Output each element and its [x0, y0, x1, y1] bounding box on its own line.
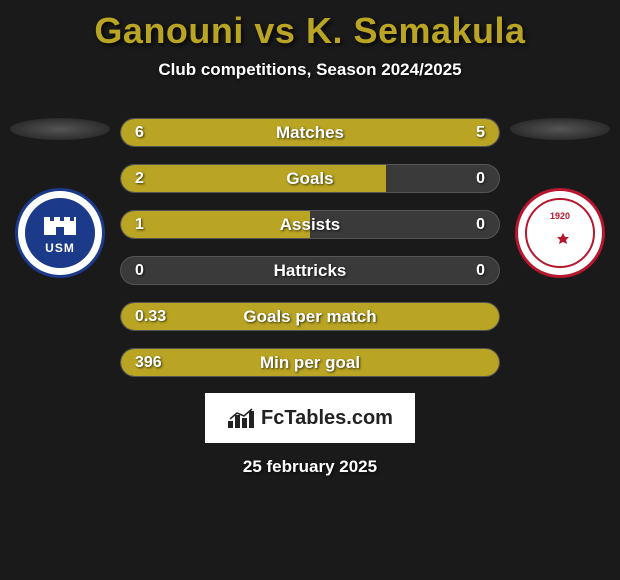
footer-brand-box: FcTables.com — [205, 393, 415, 443]
stat-row: Assists 1 0 — [120, 210, 500, 239]
stat-label: Matches — [276, 123, 344, 143]
bar-fill-right — [327, 119, 499, 146]
stat-value-left: 6 — [135, 124, 144, 142]
footer-brand-text: FcTables.com — [261, 407, 393, 430]
left-team-badge-inner: USM — [25, 198, 95, 268]
date-text: 25 february 2025 — [0, 457, 620, 477]
stat-label: Goals — [286, 169, 333, 189]
stat-row: Min per goal 396 — [120, 348, 500, 377]
stat-value-left: 0 — [135, 262, 144, 280]
bars-logo-icon — [227, 407, 255, 429]
stat-value-right: 5 — [476, 124, 485, 142]
stat-value-left: 0.33 — [135, 308, 166, 326]
stat-row: Goals per match 0.33 — [120, 302, 500, 331]
stat-value-right: 0 — [476, 262, 485, 280]
shadow-ellipse-icon — [10, 118, 110, 140]
left-team-name: USM — [45, 241, 75, 255]
stat-value-left: 1 — [135, 216, 144, 234]
bar-fill-left — [121, 165, 386, 192]
stat-value-right: 0 — [476, 170, 485, 188]
stat-label: Assists — [280, 215, 340, 235]
castle-icon — [40, 211, 80, 239]
stat-label: Hattricks — [274, 261, 347, 281]
star-crescent-icon — [545, 221, 575, 255]
stat-value-left: 2 — [135, 170, 144, 188]
stat-row: Hattricks 0 0 — [120, 256, 500, 285]
right-team-year: 1920 — [550, 211, 570, 221]
stat-value-left: 396 — [135, 354, 162, 372]
right-team-column: 1920 — [500, 118, 620, 278]
shadow-ellipse-icon — [510, 118, 610, 140]
stat-row: Matches 6 5 — [120, 118, 500, 147]
subtitle: Club competitions, Season 2024/2025 — [0, 60, 620, 80]
left-team-column: USM — [0, 118, 120, 278]
page-title: Ganouni vs K. Semakula — [0, 10, 620, 52]
main-area: USM Matches 6 5 Goals 2 0 Assists 1 0 Hattricks 0 0… — [0, 118, 620, 377]
stat-label: Min per goal — [260, 353, 360, 373]
stat-row: Goals 2 0 — [120, 164, 500, 193]
left-team-badge: USM — [15, 188, 105, 278]
comparison-card: Ganouni vs K. Semakula Club competitions… — [0, 0, 620, 477]
stats-bars: Matches65Goals20Assists10Hattricks00Goal… — [120, 118, 500, 377]
stat-label: Goals per match — [243, 307, 376, 327]
right-team-badge-inner: 1920 — [525, 198, 595, 268]
stat-value-right: 0 — [476, 216, 485, 234]
right-team-badge: 1920 — [515, 188, 605, 278]
